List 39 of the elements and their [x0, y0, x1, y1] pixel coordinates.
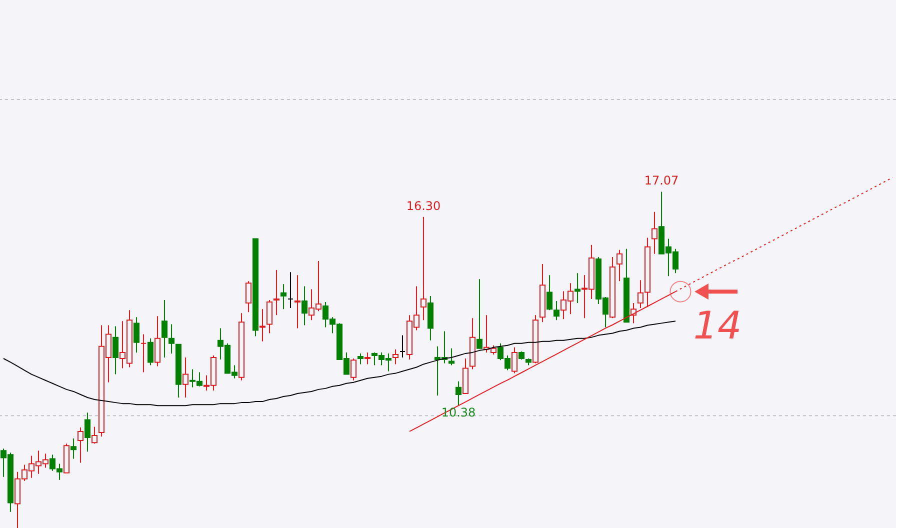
candlestick	[78, 426, 84, 464]
candlestick	[288, 272, 294, 309]
candlestick	[182, 356, 188, 398]
candlestick	[392, 348, 398, 365]
candlestick	[546, 274, 552, 311]
candlestick	[350, 358, 356, 381]
candlestick	[400, 334, 406, 358]
candlestick	[574, 272, 580, 304]
candlestick	[162, 299, 168, 358]
annotation: 14	[693, 304, 742, 348]
candlestick	[420, 216, 426, 321]
candlestick	[140, 334, 146, 373]
candlestick	[302, 286, 308, 326]
candlestick	[456, 380, 462, 406]
candlestick	[280, 284, 286, 310]
candlestick	[112, 326, 118, 375]
candlestick	[616, 249, 622, 282]
candlestick	[476, 278, 482, 349]
candlestick	[274, 270, 280, 316]
annotation: 17.07	[644, 174, 679, 188]
candlestick	[652, 211, 658, 254]
candlestick	[358, 352, 364, 365]
candlestick	[148, 338, 154, 366]
candlestick	[92, 426, 98, 444]
annotation: 16.30	[406, 198, 441, 213]
annotation: 10.38	[441, 406, 476, 420]
candlestick	[154, 316, 160, 367]
candlestick	[70, 438, 76, 460]
candlestick	[168, 324, 174, 354]
candlestick	[134, 316, 140, 353]
candlestick	[246, 280, 252, 313]
candlestick	[294, 274, 300, 329]
candlestick	[554, 300, 560, 321]
candlestick	[448, 348, 454, 366]
candlestick	[364, 352, 370, 365]
candlestick	[84, 412, 90, 452]
candlestick	[260, 308, 266, 342]
candlestick	[266, 299, 272, 334]
candlestick	[512, 346, 518, 374]
